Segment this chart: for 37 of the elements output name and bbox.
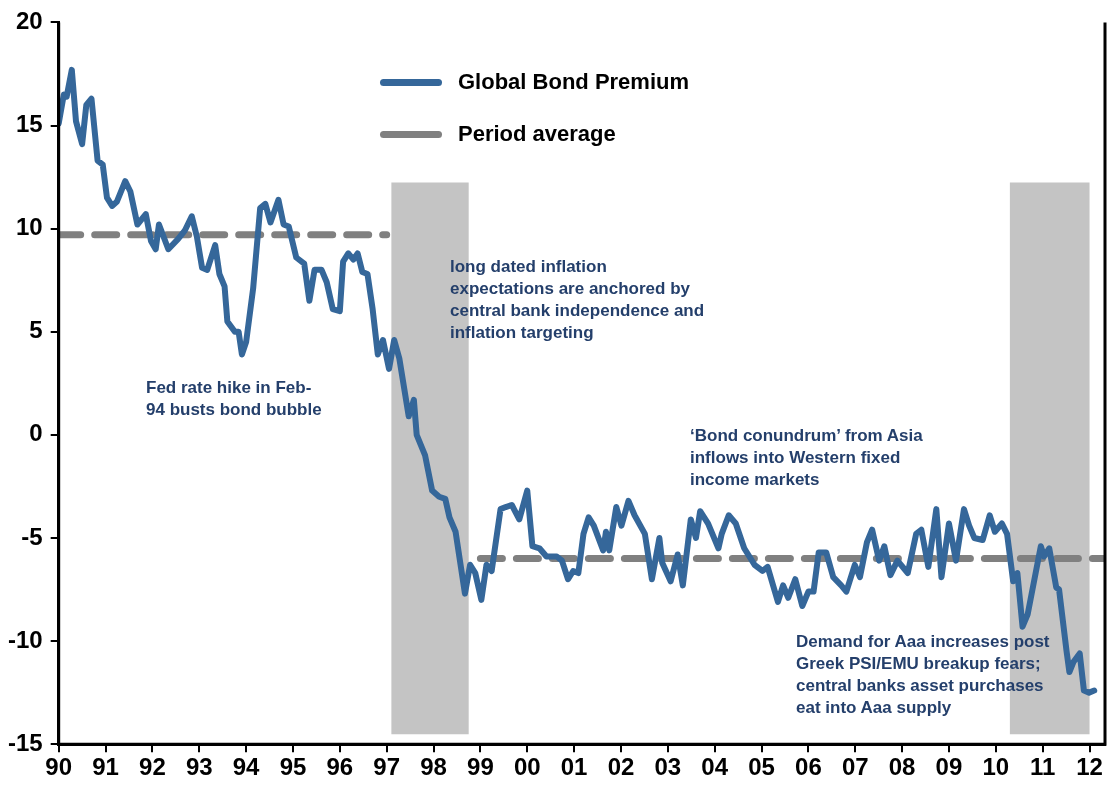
x-tick-label: 11 [1029, 753, 1056, 781]
x-tick-label: 00 [513, 753, 541, 781]
legend-label: Period average [458, 121, 616, 147]
y-tick-label: 0 [29, 419, 43, 447]
y-tick-label: -15 [8, 728, 43, 756]
x-tick-label: 99 [467, 753, 494, 781]
y-tick-label: 10 [15, 213, 43, 241]
y-tick-label: 5 [29, 316, 43, 344]
annotation: Fed rate hike in Feb- 94 busts bond bubble [146, 377, 322, 421]
x-tick-label: 90 [45, 753, 73, 781]
x-tick-label: 04 [701, 753, 729, 781]
legend-label: Global Bond Premium [458, 69, 690, 95]
x-tick-label: 12 [1076, 753, 1103, 781]
x-tick-label: 94 [232, 753, 261, 781]
x-tick-label: 92 [139, 753, 166, 781]
annotation: Demand for Aaa increases post Greek PSI/EMU breakup fears; central banks asset purchases eat into Aaa supply [796, 631, 1050, 719]
x-tick-label: 10 [982, 753, 1010, 781]
x-tick-label: 98 [420, 753, 447, 781]
x-tick-label: 03 [654, 753, 682, 781]
y-tick-label: -5 [21, 522, 43, 550]
x-tick-label: 96 [326, 753, 354, 781]
x-tick-label: 93 [185, 753, 213, 781]
x-tick-label: 91 [92, 753, 119, 781]
x-tick-label: 95 [279, 753, 307, 781]
annotation: ‘Bond conundrum’ from Asia inflows into Western fixed income markets [690, 425, 923, 491]
x-tick-label: 09 [935, 753, 963, 781]
x-tick-label: 07 [841, 753, 869, 781]
annotation: long dated inflation expectations are anchored by central bank independence and inflation targeting [450, 256, 705, 344]
y-tick-label: 15 [15, 110, 43, 138]
x-tick-label: 05 [748, 753, 775, 781]
y-tick-label: 20 [15, 7, 43, 35]
y-tick-label: -10 [8, 625, 43, 653]
x-tick-label: 06 [795, 753, 822, 781]
x-tick-label: 08 [888, 753, 916, 781]
x-tick-label: 02 [607, 753, 635, 781]
x-tick-label: 97 [373, 753, 401, 781]
x-tick-label: 01 [560, 753, 588, 781]
